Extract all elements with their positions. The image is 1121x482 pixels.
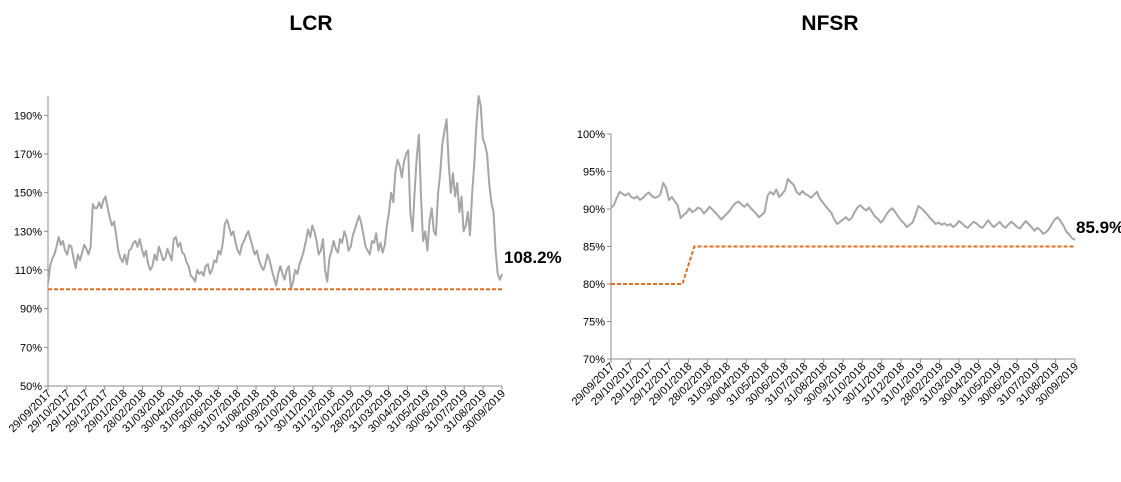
lcr-chart-title: LCR xyxy=(289,12,333,35)
nfsr-y-tick-label: 80% xyxy=(583,279,605,291)
nfsr-y-tick-label: 70% xyxy=(583,354,605,366)
nfsr-y-tick-label: 75% xyxy=(583,317,605,329)
nfsr-end-value-label: 85.9% xyxy=(1076,218,1121,237)
lcr-y-tick-label: 150% xyxy=(14,188,42,200)
lcr-y-tick-label: 170% xyxy=(14,149,42,161)
lcr-chart: 50%70%90%110%130%150%170%190%29/09/20172… xyxy=(7,95,562,435)
lcr-y-tick-label: 110% xyxy=(15,265,43,277)
lcr-y-tick-label: 190% xyxy=(14,110,42,122)
lcr-y-tick-label: 90% xyxy=(20,304,42,316)
lcr-y-tick-label: 130% xyxy=(14,226,42,238)
lcr-end-value-label: 108.2% xyxy=(504,248,562,267)
nfsr-chart: 70%75%80%85%90%95%100%29/09/201729/10/20… xyxy=(570,129,1121,408)
lcr-ratio-line xyxy=(47,95,503,291)
nfsr-chart-title: NFSR xyxy=(801,12,859,35)
nfsr-y-tick-label: 90% xyxy=(583,204,605,216)
lcr-y-tick-label: 70% xyxy=(20,342,42,354)
lcr-y-tick-label: 50% xyxy=(20,381,42,393)
nfsr-y-tick-label: 100% xyxy=(577,129,605,141)
nfsr-y-tick-label: 95% xyxy=(583,167,605,179)
nfsr-y-tick-label: 85% xyxy=(583,242,605,254)
nfsr-threshold-line xyxy=(611,245,1075,285)
nfsr-ratio-line xyxy=(610,178,1076,241)
